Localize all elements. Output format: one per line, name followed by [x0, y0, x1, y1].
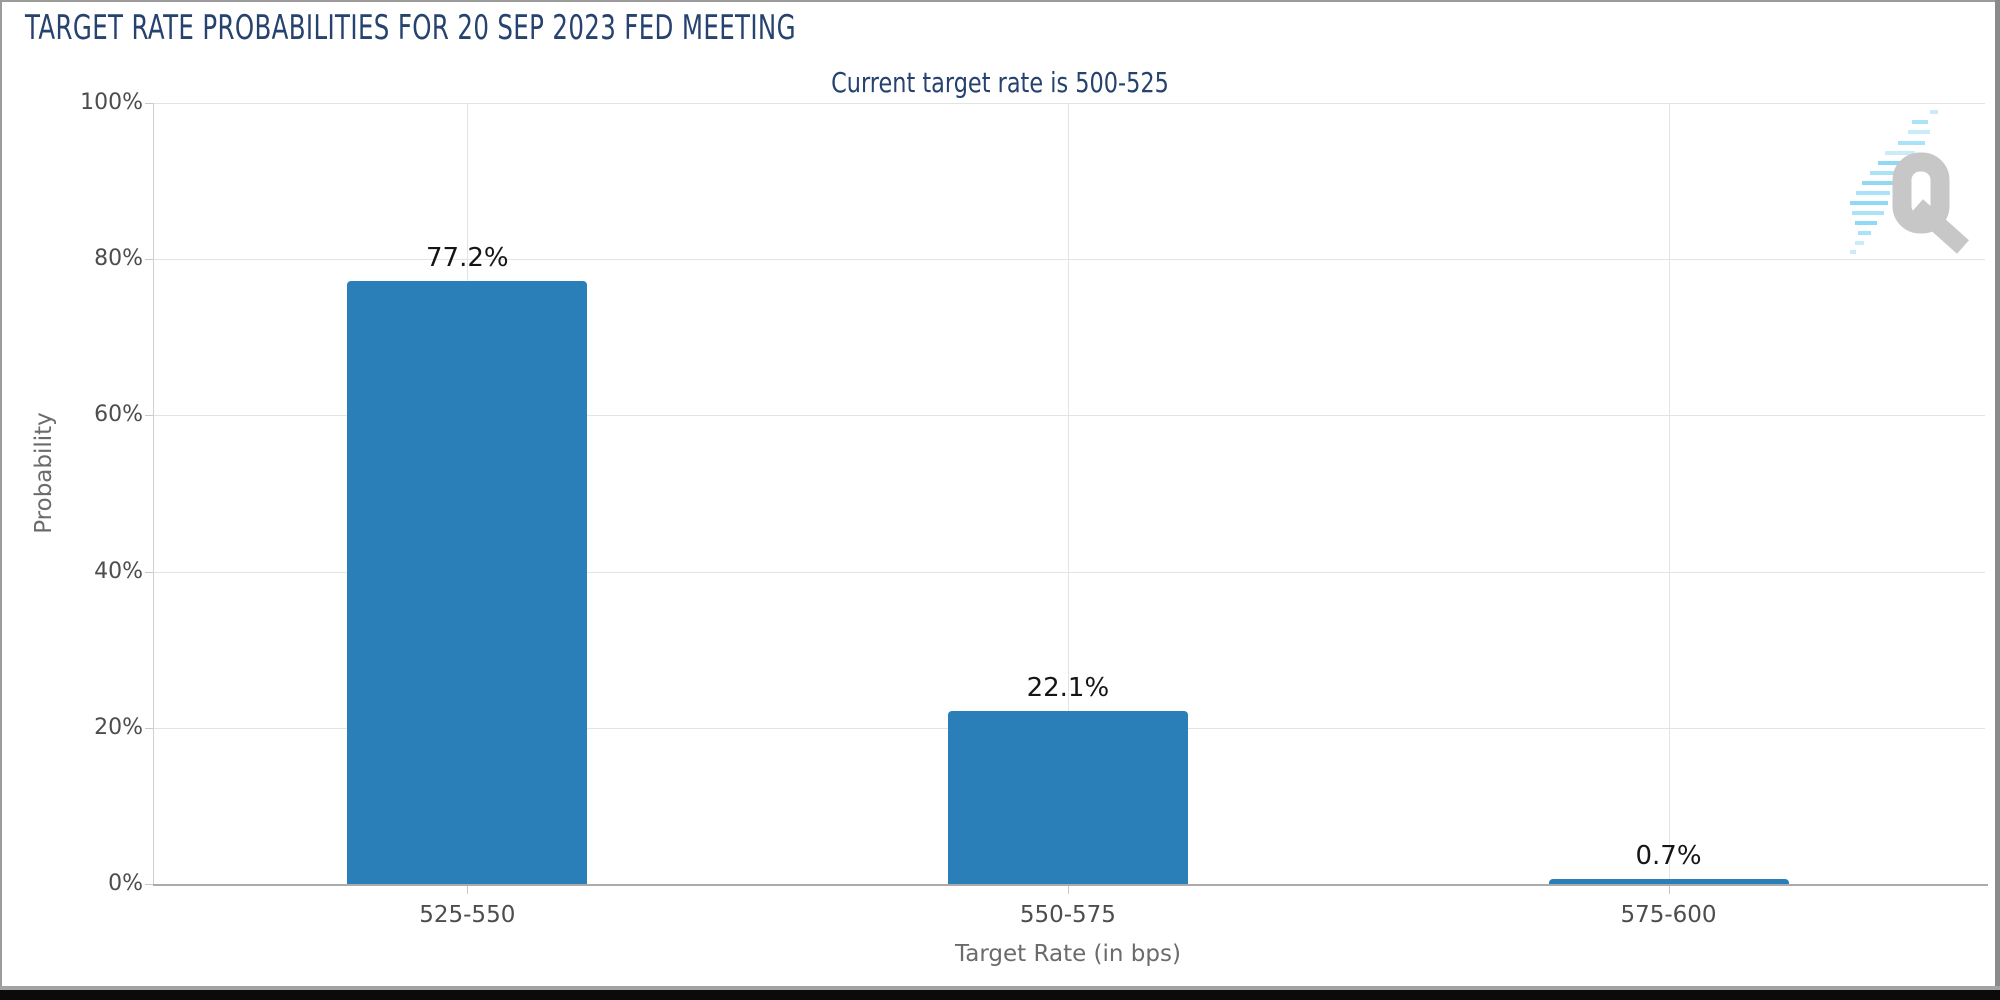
y-tick-label: 80%	[94, 246, 143, 272]
x-category-label: 550-575	[1019, 902, 1116, 928]
y-axis-tick	[145, 103, 153, 104]
frame-border-bottom	[0, 986, 2000, 990]
bar-value-label: 0.7%	[1635, 840, 1702, 871]
y-gridline	[153, 571, 1985, 573]
y-tick-label: 60%	[94, 402, 143, 428]
bar-value-label: 77.2%	[425, 243, 509, 274]
x-gridline	[1067, 103, 1069, 884]
y-tick-label: 100%	[80, 90, 143, 115]
y-axis-tick	[145, 884, 153, 885]
chart-subtitle: Current target rate is 500-525	[831, 66, 1169, 99]
y-axis-line	[153, 103, 154, 884]
x-axis-tick	[1067, 886, 1069, 894]
y-tick-label: 20%	[94, 714, 143, 740]
y-gridline	[153, 415, 1985, 417]
y-tick-label: 0%	[108, 871, 143, 896]
x-category-label: 575-600	[1620, 902, 1717, 928]
y-axis-tick	[145, 571, 153, 573]
x-category-label: 525-550	[419, 902, 516, 928]
y-axis-tick	[145, 415, 153, 417]
frame-border-left	[0, 0, 2, 992]
x-axis-tick	[1668, 886, 1670, 894]
q-logo-letter	[1892, 152, 1969, 254]
bar-550-575[interactable]	[947, 711, 1188, 884]
frame-border-top	[0, 0, 2000, 2]
x-axis-tick	[467, 886, 469, 894]
y-tick-label: 40%	[94, 558, 143, 584]
bar-525-550[interactable]	[347, 281, 588, 884]
q-logo-blue-dashes	[1850, 110, 1938, 254]
x-gridline	[1668, 103, 1670, 884]
x-axis-title: Target Rate (in bps)	[955, 941, 1181, 967]
y-axis-tick	[145, 259, 153, 261]
chart-title: TARGET RATE PROBABILITIES FOR 20 SEP 202…	[25, 8, 796, 48]
y-gridline	[153, 259, 1985, 261]
frame-border-right	[1995, 0, 2000, 992]
q-logo-watermark-icon	[1850, 110, 1969, 254]
x-axis-line	[153, 884, 1988, 886]
bar-575-600[interactable]	[1548, 878, 1789, 884]
y-axis-title-text: Probability	[31, 412, 57, 534]
y-axis-tick	[145, 727, 153, 729]
y-gridline	[153, 103, 1985, 104]
bar-value-label: 22.1%	[1026, 673, 1110, 704]
footer-black-bar	[0, 990, 2000, 1000]
